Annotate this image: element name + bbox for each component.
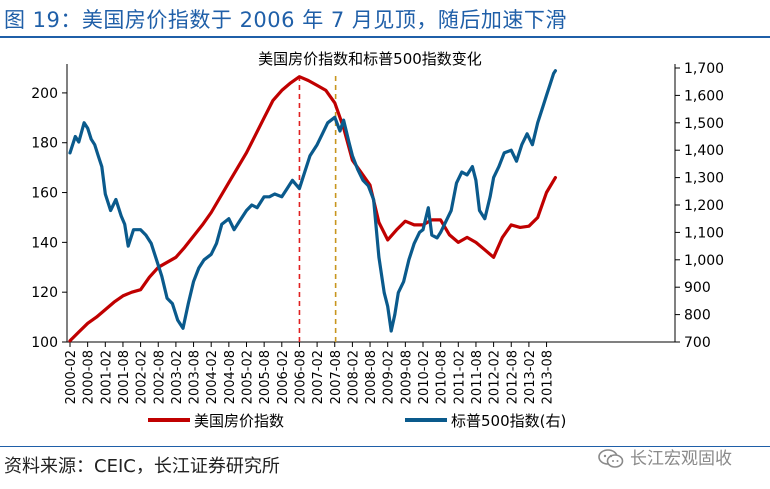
chart-title: 美国房价指数和标普500指数变化 (258, 50, 482, 68)
x-tick-label: 2013-08 (541, 350, 556, 404)
x-tick-label: 2004-02 (205, 350, 220, 404)
chart: 美国房价指数和标普500指数变化 100 120 140 160 180 200 700 80… (31, 50, 724, 430)
right-tick-label: 1,000 (684, 253, 724, 269)
x-tick-label: 2010-02 (417, 350, 432, 404)
x-tick-label: 2002-02 (135, 350, 150, 404)
x-tick-label: 2005-08 (258, 350, 273, 404)
x-tick-label: 2009-02 (382, 350, 397, 404)
x-tick-label: 2007-08 (329, 350, 344, 404)
left-tick-label: 100 (31, 335, 58, 351)
wechat-icon (598, 449, 624, 468)
x-tick-label: 2009-08 (399, 350, 414, 404)
x-tick-label: 2010-08 (435, 350, 450, 404)
x-tick-label: 2006-02 (276, 350, 291, 404)
footer-rule (0, 446, 770, 447)
left-tick-label: 180 (31, 136, 58, 152)
x-tick-label: 2008-08 (364, 350, 379, 404)
right-tick-label: 1,700 (684, 61, 724, 77)
series-line-sp500 (68, 69, 557, 333)
legend-label-house-price: 美国房价指数 (194, 412, 284, 430)
x-tick-label: 2011-02 (452, 350, 467, 404)
left-tick-label: 140 (31, 235, 58, 251)
x-tick-label: 2003-08 (188, 350, 203, 404)
x-tick-label: 2004-08 (223, 350, 238, 404)
watermark-text: 长江宏观固收 (630, 449, 732, 469)
x-tick-label: 2011-08 (470, 350, 485, 404)
series-line-house-price (68, 75, 557, 343)
right-tick-label: 1,500 (684, 116, 724, 132)
x-tick-label: 2000-08 (82, 350, 97, 404)
right-tick-label: 800 (684, 308, 711, 324)
x-tick-label: 2012-02 (488, 350, 503, 404)
x-tick-label: 2006-08 (293, 350, 308, 404)
figure-title: 图 19：美国房价指数于 2006 年 7 月见顶，随后加速下滑 (4, 8, 567, 32)
right-tick-label: 700 (684, 335, 711, 351)
right-tick-label: 900 (684, 280, 711, 296)
left-tick-label: 120 (31, 285, 58, 301)
x-tick-label: 2002-08 (152, 350, 167, 404)
x-tick-label: 2003-02 (170, 350, 185, 404)
right-tick-label: 1,100 (684, 225, 724, 241)
left-tick-label: 160 (31, 186, 58, 202)
right-tick-label: 1,300 (684, 171, 724, 187)
x-tick-label: 2001-08 (117, 350, 132, 404)
right-tick-label: 1,600 (684, 88, 724, 104)
x-tick-label: 2012-08 (505, 350, 520, 404)
title-rule (0, 36, 770, 38)
x-tick-label: 2000-02 (64, 350, 79, 404)
x-tick-label: 2008-02 (346, 350, 361, 404)
right-tick-label: 1,200 (684, 198, 724, 214)
legend-label-sp500: 标普500指数(右) (451, 412, 566, 430)
watermark: 长江宏观固收 (598, 444, 768, 470)
x-tick-label: 2013-02 (523, 350, 538, 404)
x-tick-label: 2005-02 (241, 350, 256, 404)
legend: 美国房价指数 标普500指数(右) (148, 412, 566, 430)
left-tick-label: 200 (31, 86, 58, 102)
x-tick-label: 2001-02 (99, 350, 114, 404)
source-note: 资料来源：CEIC，长江证券研究所 (4, 456, 280, 477)
x-tick-label: 2007-02 (311, 350, 326, 404)
right-tick-label: 1,400 (684, 143, 724, 159)
